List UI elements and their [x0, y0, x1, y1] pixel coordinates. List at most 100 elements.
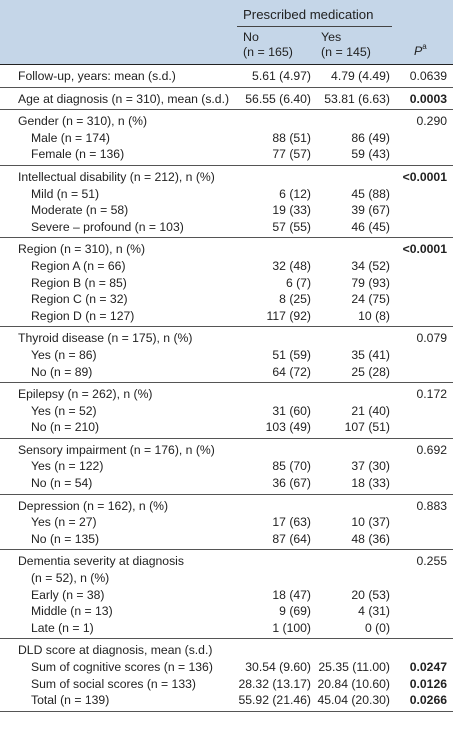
- cell-yes-medication: 39 (67): [351, 203, 390, 218]
- table-row: Female (n = 136) 77 (57) 59 (43): [0, 146, 453, 163]
- cell-p-value: 0.172: [416, 387, 448, 402]
- cell-p-value: 0.255: [416, 554, 448, 569]
- row-label: Mild (n = 51): [31, 186, 100, 201]
- cell-p-value: 0.883: [416, 498, 448, 513]
- cell-p-value: 0.0639: [409, 69, 447, 83]
- row-label: Early (n = 38): [31, 587, 105, 602]
- cell-yes-medication: 25.35 (11.00): [318, 660, 390, 674]
- row-label: No (n = 54): [31, 476, 93, 491]
- table-row: Intellectual disability (n = 212), n (%)…: [0, 169, 453, 186]
- table-row: Middle (n = 13) 9 (69) 4 (31): [0, 603, 453, 620]
- table-row: Yes (n = 27) 17 (63) 10 (37): [0, 514, 453, 531]
- row-label: Yes (n = 122): [31, 459, 104, 474]
- cell-yes-medication: 20.84 (10.60): [317, 676, 390, 691]
- cell-yes-medication: 46 (45): [351, 219, 390, 234]
- cell-no-medication: 19 (33): [272, 203, 311, 218]
- row-label: Male (n = 174): [31, 130, 110, 145]
- row-label: No (n = 89): [31, 364, 93, 379]
- cell-yes-medication: 86 (49): [351, 130, 390, 145]
- cell-yes-medication: 45 (88): [351, 186, 390, 201]
- column-header-p: Pa: [414, 42, 427, 58]
- table-row: No (n = 135) 87 (64) 48 (36): [0, 531, 453, 548]
- row-label: (n = 52), n (%): [31, 571, 110, 586]
- cell-yes-medication: 45.04 (20.30): [317, 693, 390, 708]
- table-section: Depression (n = 162), n (%) 0.883 Yes (n =…: [0, 495, 453, 551]
- cell-no-medication: 6 (12): [279, 186, 311, 201]
- cell-p-value: 0.290: [416, 114, 448, 129]
- table-section: Sensory impairment (n = 176), n (%) 0.692…: [0, 439, 453, 495]
- row-label: Region A (n = 66): [31, 258, 126, 273]
- row-label: Severe – profound (n = 103): [31, 219, 184, 234]
- cell-yes-medication: 37 (30): [351, 459, 390, 474]
- cell-no-medication: 1 (100): [272, 620, 311, 635]
- cell-yes-medication: 35 (41): [351, 347, 390, 362]
- table-row: Moderate (n = 58) 19 (33) 39 (67): [0, 202, 453, 219]
- cell-yes-medication: 48 (36): [351, 531, 390, 546]
- column-header-p-footnote: a: [422, 42, 427, 51]
- cell-yes-medication: 0 (0): [364, 620, 390, 635]
- cell-no-medication: 17 (63): [272, 515, 311, 530]
- cell-yes-medication: 18 (33): [351, 476, 390, 491]
- cell-p-value: <0.0001: [402, 242, 447, 257]
- cell-no-medication: 32 (48): [272, 258, 311, 273]
- cell-yes-medication: 107 (51): [344, 420, 390, 435]
- cell-no-medication: 117 (92): [266, 308, 312, 323]
- cell-p-value: 0.0247: [409, 660, 447, 674]
- table-row: Sum of cognitive scores (n = 136) 30.54 (…: [0, 659, 453, 676]
- cell-no-medication: 5.61 (4.97): [252, 69, 311, 83]
- cell-p-value: 0.0003: [409, 91, 447, 106]
- cell-no-medication: 51 (59): [272, 347, 311, 362]
- cell-no-medication: 31 (60): [272, 403, 311, 418]
- row-label: Sum of cognitive scores (n = 136): [31, 660, 213, 674]
- table-section: Gender (n = 310), n (%) 0.290 Male (n = 17…: [0, 110, 453, 166]
- table-section: Intellectual disability (n = 212), n (%)…: [0, 166, 453, 239]
- table-row: No (n = 210) 103 (49) 107 (51): [0, 419, 453, 436]
- row-label: Sum of social scores (n = 133): [31, 676, 196, 691]
- table-row: Sum of social scores (n = 133) 28.32 (13.…: [0, 676, 453, 693]
- table-section: Epilepsy (n = 262), n (%) 0.172 Yes (n = 5…: [0, 383, 453, 439]
- table-row: Early (n = 38) 18 (47) 20 (53): [0, 587, 453, 604]
- row-label: DLD score at diagnosis, mean (s.d.): [18, 643, 213, 658]
- cell-p-value: <0.0001: [402, 169, 447, 184]
- row-label: Moderate (n = 58): [31, 203, 129, 218]
- row-label: Depression (n = 162), n (%): [18, 498, 169, 513]
- table-row: Yes (n = 52) 31 (60) 21 (40): [0, 403, 453, 420]
- table-section: Thyroid disease (n = 175), n (%) 0.079 Yes…: [0, 327, 453, 384]
- table-row: No (n = 89) 64 (72) 25 (28): [0, 364, 453, 381]
- table-row: Thyroid disease (n = 175), n (%) 0.079: [0, 330, 453, 347]
- row-label: Total (n = 139): [31, 693, 110, 708]
- cell-no-medication: 87 (64): [272, 531, 311, 546]
- cell-yes-medication: 59 (43): [351, 147, 390, 162]
- cell-p-value: 0.0266: [409, 693, 447, 708]
- table-section: Follow-up, years: mean (s.d.) 5.61 (4.97)…: [0, 65, 453, 88]
- table-row: Epilepsy (n = 262), n (%) 0.172: [0, 386, 453, 403]
- row-label: Region (n = 310), n (%): [18, 242, 146, 257]
- table-row: Male (n = 174) 88 (51) 86 (49): [0, 130, 453, 147]
- cell-no-medication: 85 (70): [272, 459, 311, 474]
- group-header: Prescribed medication: [243, 7, 374, 22]
- cell-p-value: 0.0126: [409, 676, 447, 691]
- table-row: Region D (n = 127) 117 (92) 10 (8): [0, 308, 453, 325]
- cell-yes-medication: 21 (40): [351, 403, 390, 418]
- row-label: No (n = 135): [31, 531, 100, 546]
- table-section: Dementia severity at diagnosis 0.255 (n = …: [0, 550, 453, 640]
- row-label: Follow-up, years: mean (s.d.): [18, 69, 176, 83]
- cell-yes-medication: 79 (93): [351, 275, 390, 290]
- table-row: Dementia severity at diagnosis 0.255: [0, 553, 453, 570]
- table-row: Late (n = 1) 1 (100) 0 (0): [0, 620, 453, 637]
- table-row: Follow-up, years: mean (s.d.) 5.61 (4.97)…: [0, 68, 453, 85]
- row-label: Yes (n = 52): [31, 403, 97, 418]
- cell-yes-medication: 53.81 (6.63): [324, 91, 390, 106]
- row-label: Age at diagnosis (n = 310), mean (s.d.): [18, 91, 230, 106]
- row-label: Gender (n = 310), n (%): [18, 114, 148, 129]
- table-row: Yes (n = 86) 51 (59) 35 (41): [0, 347, 453, 364]
- cell-no-medication: 103 (49): [265, 420, 311, 435]
- table-body: Follow-up, years: mean (s.d.) 5.61 (4.97)…: [0, 65, 453, 712]
- row-label: Yes (n = 27): [31, 515, 97, 530]
- row-label: Region C (n = 32): [31, 292, 128, 307]
- cell-p-value: 0.079: [416, 331, 448, 346]
- table-row: Sensory impairment (n = 176), n (%) 0.692: [0, 442, 453, 459]
- table-section: DLD score at diagnosis, mean (s.d.) Sum o…: [0, 639, 453, 712]
- cell-no-medication: 36 (67): [272, 476, 311, 491]
- cell-yes-medication: 20 (53): [351, 587, 390, 602]
